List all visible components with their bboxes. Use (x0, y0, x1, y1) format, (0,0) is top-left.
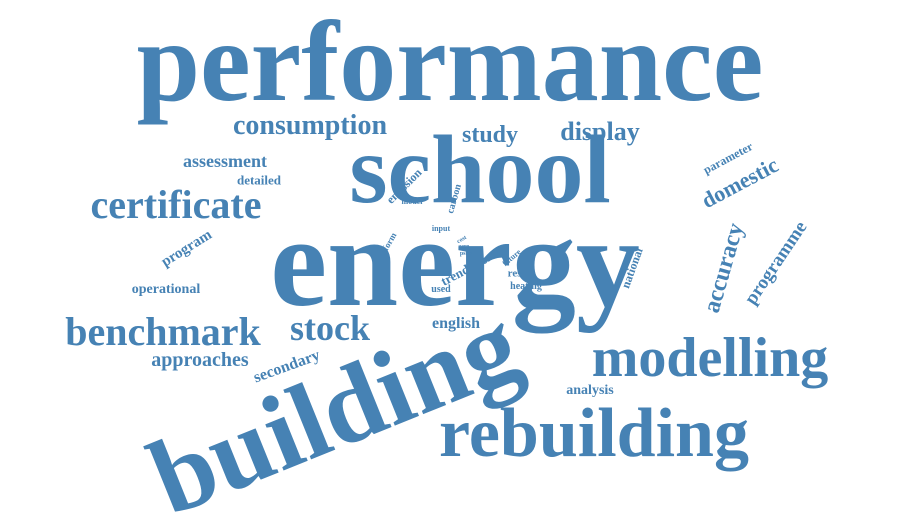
word-english: english (431, 315, 481, 332)
word-programme: programme (740, 217, 812, 309)
word-display: display (560, 117, 640, 146)
word-program: program (158, 226, 215, 271)
word-heating: heating (510, 281, 542, 292)
word-benchmark: benchmark (65, 309, 261, 354)
word-school: school (349, 116, 611, 224)
word-input: input (431, 224, 451, 233)
word-assessment: assessment (183, 151, 267, 171)
word-energy: energy (270, 191, 640, 333)
word-used: used (431, 284, 451, 295)
word-model: model (401, 197, 423, 206)
word-zero: zero (458, 244, 470, 250)
word-detailed: detailed (236, 172, 282, 188)
word-operational: operational (131, 282, 201, 297)
word-study: study (461, 122, 519, 148)
word-result: result (507, 267, 535, 280)
word-performance: performance (136, 0, 764, 125)
word-psbp: psbp (459, 251, 473, 257)
word-analysis: analysis (566, 383, 614, 398)
word-stock: stock (290, 308, 370, 348)
word-modelling: modelling (591, 327, 829, 389)
word-consumption: consumption (232, 110, 388, 141)
word-rebuilding: rebuilding (439, 395, 749, 472)
word-certificate: certificate (90, 182, 262, 227)
word-approaches: approaches (151, 349, 249, 371)
word-accuracy: accuracy (698, 220, 750, 316)
